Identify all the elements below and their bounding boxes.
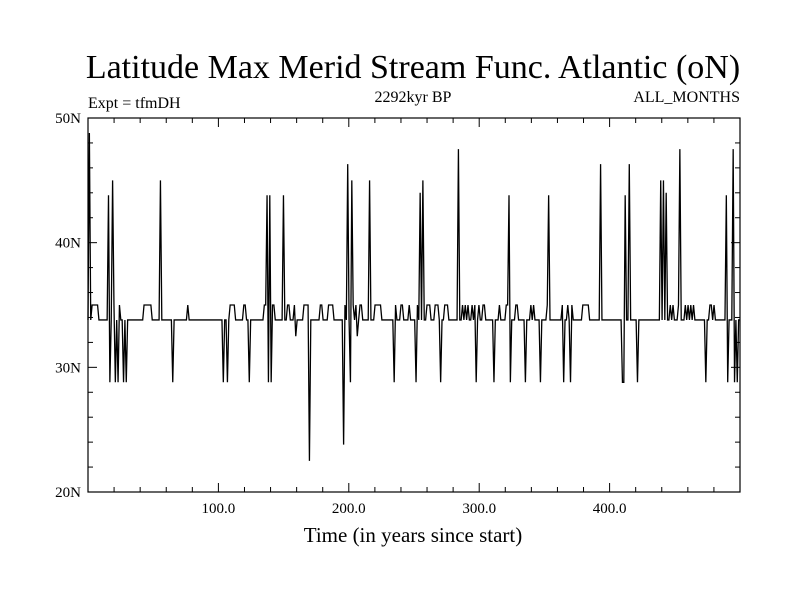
plot-frame	[87, 117, 741, 493]
x-tick-label: 100.0	[202, 501, 236, 517]
y-tick-label: 30N	[55, 360, 81, 376]
y-tick-label: 50N	[55, 111, 81, 127]
x-tick-label: 300.0	[462, 501, 496, 517]
subtitle-right: ALL_MONTHS	[633, 89, 740, 106]
series-line	[87, 132, 740, 461]
tick-marks	[88, 118, 740, 492]
tick-labels: 100.0 200.0 300.0 400.0 20N 30N 40N 50N	[55, 111, 626, 517]
subtitle-left: Expt = tfmDH	[88, 95, 181, 112]
subtitle-center: 2292kyr BP	[375, 89, 452, 106]
chart-title: Latitude Max Merid Stream Func. Atlantic…	[86, 49, 740, 86]
x-tick-label: 200.0	[332, 501, 366, 517]
x-tick-label: 400.0	[593, 501, 627, 517]
x-axis-label: Time (in years since start)	[304, 523, 523, 547]
y-tick-label: 40N	[55, 236, 81, 252]
y-tick-label: 20N	[55, 485, 81, 501]
